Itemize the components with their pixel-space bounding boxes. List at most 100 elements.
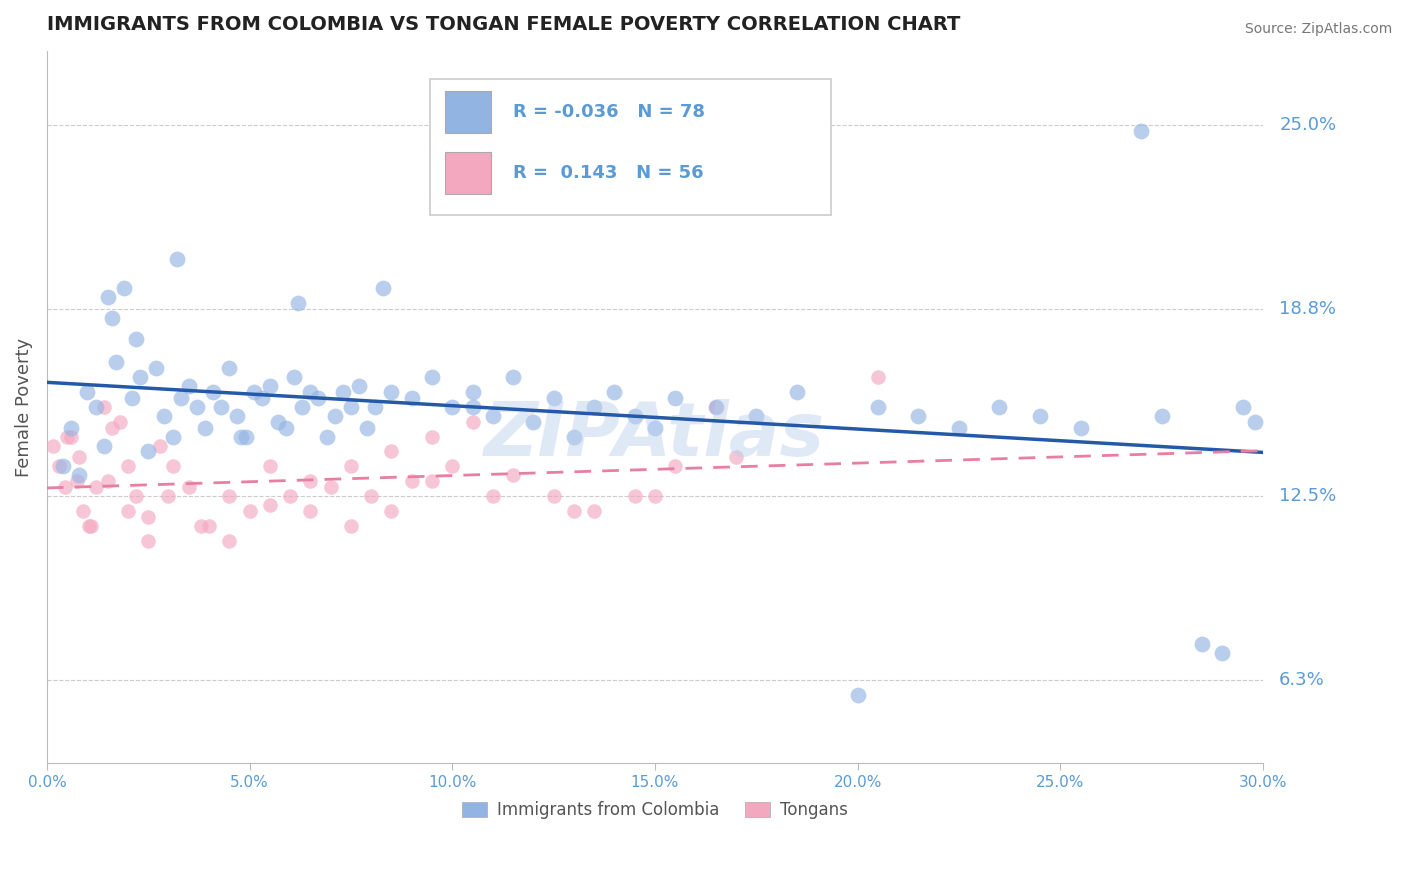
Point — [145, 361, 167, 376]
Point — [380, 444, 402, 458]
Point — [644, 489, 666, 503]
Point — [623, 489, 645, 503]
Text: 18.8%: 18.8% — [1279, 300, 1336, 318]
Point — [136, 533, 159, 548]
Point — [481, 409, 503, 423]
Point — [67, 450, 90, 465]
Point — [502, 468, 524, 483]
Point — [724, 450, 747, 465]
Point — [1232, 400, 1254, 414]
Point — [1244, 415, 1267, 429]
Point — [1029, 409, 1052, 423]
Point — [291, 400, 314, 414]
Point — [190, 518, 212, 533]
Point — [153, 409, 176, 423]
Point — [948, 421, 970, 435]
Point — [373, 281, 395, 295]
Point — [988, 400, 1011, 414]
Point — [562, 504, 585, 518]
Point — [299, 474, 322, 488]
Point — [543, 489, 565, 503]
Point — [401, 391, 423, 405]
Point — [267, 415, 290, 429]
Point — [323, 409, 346, 423]
Point — [242, 385, 264, 400]
Point — [420, 474, 443, 488]
Point — [239, 504, 262, 518]
Point — [461, 400, 484, 414]
Point — [441, 400, 464, 414]
Point — [42, 439, 65, 453]
Point — [166, 252, 188, 266]
Point — [704, 400, 727, 414]
Point — [299, 504, 322, 518]
Point — [360, 489, 382, 503]
Point — [136, 444, 159, 458]
Text: Source: ZipAtlas.com: Source: ZipAtlas.com — [1244, 22, 1392, 37]
Point — [117, 459, 139, 474]
Point — [125, 489, 148, 503]
Point — [299, 385, 322, 400]
Point — [202, 385, 225, 400]
Point — [319, 480, 342, 494]
Point — [461, 415, 484, 429]
Point — [543, 391, 565, 405]
Point — [522, 415, 544, 429]
Point — [786, 385, 808, 400]
Point — [162, 459, 184, 474]
Point — [157, 489, 180, 503]
Point — [259, 459, 281, 474]
Bar — [430, 79, 831, 215]
Point — [259, 379, 281, 393]
Point — [866, 400, 889, 414]
Point — [177, 480, 200, 494]
Point — [209, 400, 232, 414]
Bar — [444, 91, 491, 134]
Point — [278, 489, 301, 503]
Text: 12.5%: 12.5% — [1279, 487, 1337, 505]
Point — [186, 400, 208, 414]
Point — [380, 385, 402, 400]
Point — [332, 385, 354, 400]
Point — [603, 385, 626, 400]
Point — [1070, 421, 1092, 435]
Text: 25.0%: 25.0% — [1279, 116, 1336, 134]
Text: R =  0.143   N = 56: R = 0.143 N = 56 — [513, 164, 703, 182]
Point — [177, 379, 200, 393]
Point — [84, 480, 107, 494]
Point — [420, 370, 443, 384]
Point — [218, 361, 240, 376]
Text: R = -0.036   N = 78: R = -0.036 N = 78 — [513, 103, 704, 121]
Point — [100, 310, 122, 325]
Point — [259, 498, 281, 512]
Point — [108, 415, 131, 429]
Point — [97, 474, 120, 488]
Point — [194, 421, 217, 435]
Point — [1150, 409, 1173, 423]
Point — [664, 391, 686, 405]
Point — [481, 489, 503, 503]
Point — [308, 391, 330, 405]
Point — [79, 518, 101, 533]
Point — [129, 370, 152, 384]
Point — [1130, 124, 1153, 138]
Point — [866, 370, 889, 384]
Point — [112, 281, 135, 295]
Point — [218, 489, 240, 503]
Point — [1191, 637, 1213, 651]
Point — [562, 430, 585, 444]
Point — [100, 421, 122, 435]
Point — [121, 391, 143, 405]
Legend: Immigrants from Colombia, Tongans: Immigrants from Colombia, Tongans — [456, 795, 855, 826]
Point — [623, 409, 645, 423]
Y-axis label: Female Poverty: Female Poverty — [15, 337, 32, 476]
Point — [315, 430, 337, 444]
Point — [84, 400, 107, 414]
Point — [283, 370, 305, 384]
Text: ZIPAtlas: ZIPAtlas — [485, 399, 825, 472]
Point — [1211, 646, 1233, 660]
Text: IMMIGRANTS FROM COLOMBIA VS TONGAN FEMALE POVERTY CORRELATION CHART: IMMIGRANTS FROM COLOMBIA VS TONGAN FEMAL… — [46, 15, 960, 34]
Point — [745, 409, 768, 423]
Text: 6.3%: 6.3% — [1279, 671, 1324, 689]
Point — [704, 400, 727, 414]
